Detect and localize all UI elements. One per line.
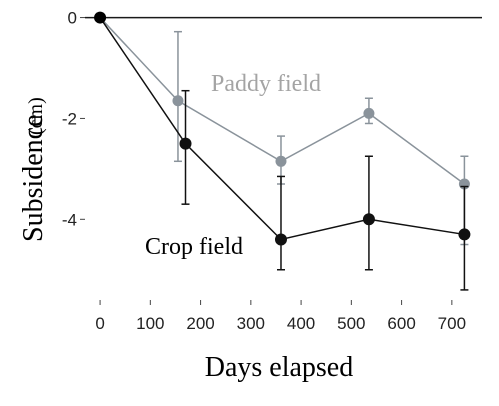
crop-point [362, 213, 375, 226]
crop-point [179, 137, 192, 150]
paddy-point [275, 155, 287, 167]
x-tick-label: 300 [237, 314, 265, 333]
x-tick-label: 0 [95, 314, 104, 333]
series-layer [94, 11, 471, 291]
crop-field-label: Crop field [145, 234, 243, 260]
crop-series [94, 11, 471, 291]
x-tick-label: 500 [337, 314, 365, 333]
y-axis-unit: (cm) [25, 97, 47, 135]
y-axis-title-group: Subsidence (cm) [18, 97, 49, 242]
paddy-point [172, 95, 184, 107]
crop-line [99, 17, 465, 241]
paddy-field-label: Paddy field [211, 71, 321, 97]
x-axis: 0 100 200 300 400 500 600 700 [95, 300, 466, 333]
crop-point [94, 11, 107, 24]
paddy-point [363, 107, 375, 119]
y-tick-label: 0 [68, 9, 77, 28]
y-tick-label: -2 [62, 109, 77, 128]
crop-point [274, 233, 287, 246]
y-axis-title: Subsidence [18, 114, 49, 242]
paddy-series [94, 12, 470, 246]
x-tick-label: 600 [387, 314, 415, 333]
x-tick-label: 400 [287, 314, 315, 333]
x-axis-title: Days elapsed [205, 352, 354, 383]
x-tick-label: 200 [186, 314, 214, 333]
x-tick-label: 700 [438, 314, 466, 333]
y-axis: 0 -2 -4 [62, 9, 85, 229]
crop-point [458, 228, 471, 241]
x-tick-label: 100 [136, 314, 164, 333]
y-tick-label: -4 [62, 210, 77, 229]
